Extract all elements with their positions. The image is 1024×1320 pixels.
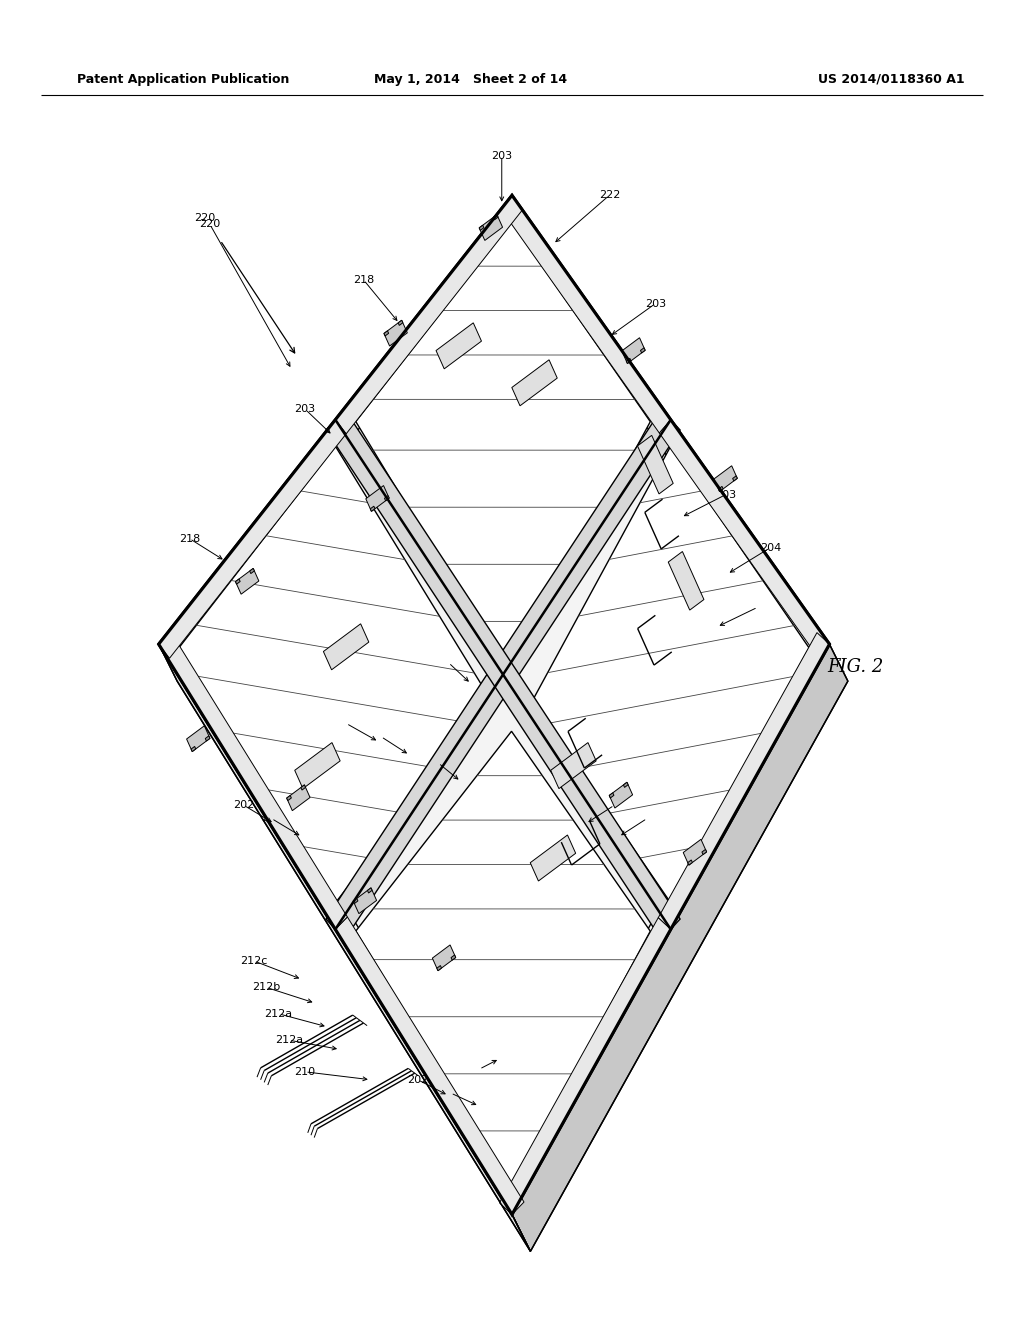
Polygon shape bbox=[436, 323, 481, 368]
Text: 224: 224 bbox=[371, 731, 391, 742]
Text: 202: 202 bbox=[408, 1074, 428, 1085]
Text: 203: 203 bbox=[715, 490, 736, 500]
Polygon shape bbox=[622, 338, 645, 363]
Text: 203: 203 bbox=[645, 298, 667, 309]
Text: FIG. 2: FIG. 2 bbox=[826, 657, 884, 676]
Polygon shape bbox=[236, 569, 259, 594]
Polygon shape bbox=[658, 632, 829, 929]
Text: 220: 220 bbox=[200, 219, 220, 230]
Polygon shape bbox=[287, 796, 292, 801]
Polygon shape bbox=[532, 446, 809, 903]
Polygon shape bbox=[191, 746, 196, 751]
Polygon shape bbox=[714, 466, 737, 491]
Text: 204: 204 bbox=[760, 543, 781, 553]
Polygon shape bbox=[683, 840, 707, 865]
Text: 203: 203 bbox=[469, 1064, 489, 1074]
Polygon shape bbox=[326, 409, 680, 940]
Polygon shape bbox=[355, 222, 650, 678]
Polygon shape bbox=[732, 475, 737, 480]
Polygon shape bbox=[336, 195, 523, 434]
Polygon shape bbox=[205, 735, 210, 741]
Polygon shape bbox=[551, 743, 596, 788]
Text: 202: 202 bbox=[336, 718, 356, 729]
Polygon shape bbox=[512, 644, 848, 1251]
Polygon shape bbox=[609, 783, 633, 808]
Polygon shape bbox=[159, 632, 347, 929]
Text: 203: 203 bbox=[428, 758, 449, 768]
Text: 212c: 212c bbox=[241, 956, 267, 966]
Text: 203: 203 bbox=[492, 150, 512, 161]
Polygon shape bbox=[719, 486, 723, 491]
Text: 220: 220 bbox=[195, 213, 215, 223]
Polygon shape bbox=[501, 195, 671, 433]
Text: 202: 202 bbox=[233, 800, 254, 810]
Polygon shape bbox=[530, 836, 575, 880]
Polygon shape bbox=[437, 965, 441, 970]
Polygon shape bbox=[336, 917, 524, 1214]
Text: 212a: 212a bbox=[274, 1035, 303, 1045]
Polygon shape bbox=[659, 420, 829, 657]
Polygon shape bbox=[324, 624, 369, 669]
Polygon shape bbox=[250, 569, 254, 574]
Polygon shape bbox=[627, 358, 631, 363]
Polygon shape bbox=[355, 731, 650, 1188]
Polygon shape bbox=[353, 888, 377, 913]
Text: 218: 218 bbox=[353, 275, 374, 285]
Text: May 1, 2014   Sheet 2 of 14: May 1, 2014 Sheet 2 of 14 bbox=[375, 73, 567, 86]
Text: 212b: 212b bbox=[252, 982, 281, 993]
Polygon shape bbox=[384, 321, 408, 346]
Polygon shape bbox=[451, 954, 456, 960]
Polygon shape bbox=[287, 785, 310, 810]
Polygon shape bbox=[500, 917, 671, 1214]
Polygon shape bbox=[701, 849, 707, 854]
Polygon shape bbox=[295, 743, 340, 788]
Text: 203: 203 bbox=[438, 657, 459, 668]
Polygon shape bbox=[179, 446, 492, 903]
Text: Patent Application Publication: Patent Application Publication bbox=[77, 73, 289, 86]
Text: 212a: 212a bbox=[264, 1008, 293, 1019]
Polygon shape bbox=[186, 726, 210, 751]
Polygon shape bbox=[371, 506, 375, 511]
Polygon shape bbox=[638, 436, 673, 494]
Polygon shape bbox=[609, 793, 614, 799]
Text: 224: 224 bbox=[637, 813, 657, 824]
Polygon shape bbox=[159, 644, 530, 1251]
Polygon shape bbox=[159, 195, 829, 1214]
Polygon shape bbox=[512, 360, 557, 405]
Text: 203: 203 bbox=[748, 602, 769, 612]
Text: 224: 224 bbox=[261, 813, 282, 824]
Polygon shape bbox=[353, 899, 358, 904]
Polygon shape bbox=[366, 486, 389, 511]
Polygon shape bbox=[384, 495, 389, 500]
Text: US 2014/0118360 A1: US 2014/0118360 A1 bbox=[817, 73, 965, 86]
Polygon shape bbox=[398, 321, 402, 326]
Polygon shape bbox=[432, 945, 456, 970]
Text: 218: 218 bbox=[179, 533, 200, 544]
Polygon shape bbox=[624, 783, 628, 788]
Polygon shape bbox=[236, 579, 241, 585]
Text: 222: 222 bbox=[599, 190, 621, 201]
Text: 224: 224 bbox=[440, 1088, 461, 1098]
Polygon shape bbox=[326, 409, 680, 940]
Polygon shape bbox=[640, 347, 645, 352]
Polygon shape bbox=[494, 215, 498, 220]
Polygon shape bbox=[301, 785, 305, 791]
Polygon shape bbox=[479, 215, 503, 240]
Text: 203: 203 bbox=[295, 404, 315, 414]
Polygon shape bbox=[159, 420, 346, 659]
Text: 210: 210 bbox=[295, 1067, 315, 1077]
Polygon shape bbox=[688, 859, 692, 865]
Text: 202: 202 bbox=[604, 800, 625, 810]
Polygon shape bbox=[368, 888, 372, 894]
Polygon shape bbox=[669, 552, 703, 610]
Polygon shape bbox=[384, 331, 389, 337]
Polygon shape bbox=[479, 226, 484, 231]
